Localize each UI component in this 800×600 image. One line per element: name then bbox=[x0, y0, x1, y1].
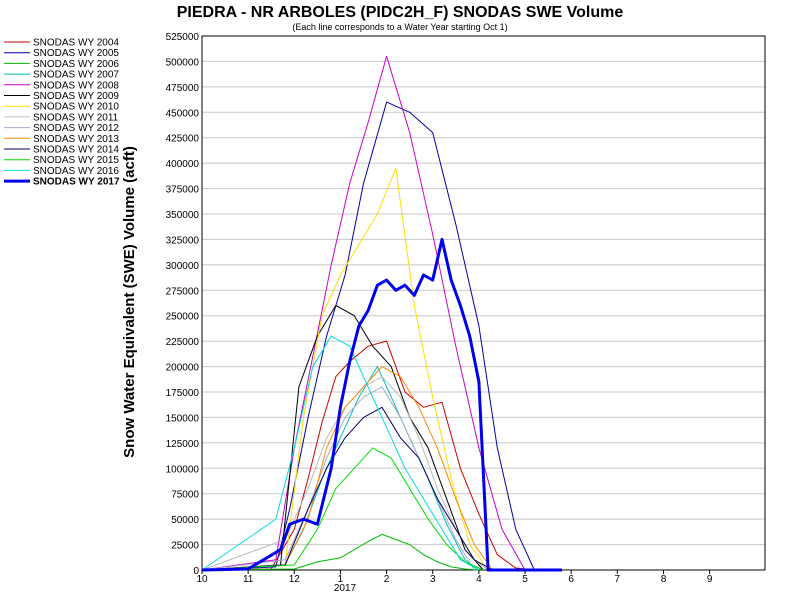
series-line-snodas-wy-2013 bbox=[201, 366, 494, 571]
x-tick-label: 4 bbox=[476, 574, 482, 585]
series-line-snodas-wy-2014 bbox=[201, 406, 493, 571]
x-tick-label: 6 bbox=[568, 574, 574, 585]
legend-label: SNODAS WY 2016 bbox=[33, 166, 119, 177]
y-tick-label: 50000 bbox=[171, 515, 199, 526]
y-tick-label: 75000 bbox=[171, 490, 199, 501]
y-tick-label: 175000 bbox=[166, 388, 200, 399]
y-tick-label: 425000 bbox=[166, 134, 200, 145]
x-tick-label: 3 bbox=[430, 574, 436, 585]
y-tick-label: 100000 bbox=[166, 464, 200, 475]
y-tick-label: 450000 bbox=[166, 108, 200, 119]
legend-label: SNODAS WY 2004 bbox=[33, 38, 119, 49]
series-line-snodas-wy-2015 bbox=[201, 447, 484, 571]
y-tick-label: 25000 bbox=[171, 541, 199, 552]
chart-title: PIEDRA - NR ARBOLES (PIDC2H_F) SNODAS SW… bbox=[177, 4, 624, 21]
x-tick-label: 1 bbox=[338, 574, 344, 585]
legend-label: SNODAS WY 2014 bbox=[33, 145, 119, 156]
x-tick-label: 12 bbox=[289, 574, 301, 585]
y-tick-label: 500000 bbox=[166, 57, 200, 68]
x-tick-label: 7 bbox=[615, 574, 621, 585]
y-tick-label: 400000 bbox=[166, 159, 200, 170]
legend-label: SNODAS WY 2015 bbox=[33, 155, 119, 166]
x-axis-year-label: 2017 bbox=[334, 583, 357, 594]
y-tick-label: 325000 bbox=[166, 235, 200, 246]
series-lines bbox=[201, 55, 562, 572]
legend-label: SNODAS WY 2007 bbox=[33, 70, 119, 81]
legend-label: SNODAS WY 2008 bbox=[33, 80, 119, 91]
x-axis-ticks: 10 11 12 1 2 3 4 5 6 7 8 9 bbox=[196, 570, 713, 585]
x-tick-label: 11 bbox=[243, 574, 254, 585]
legend-label: SNODAS WY 2011 bbox=[33, 112, 119, 123]
y-tick-label: 475000 bbox=[166, 83, 200, 94]
series-line-snodas-wy-2009 bbox=[201, 305, 484, 571]
chart-subtitle: (Each line corresponds to a Water Year s… bbox=[292, 22, 507, 32]
y-tick-label: 300000 bbox=[166, 261, 200, 272]
series-line-snodas-wy-2017 bbox=[201, 237, 562, 572]
y-tick-label: 350000 bbox=[166, 210, 200, 221]
legend-label: SNODAS WY 2006 bbox=[33, 59, 119, 70]
series-line-snodas-wy-2008 bbox=[201, 55, 526, 571]
legend-label: SNODAS WY 2013 bbox=[33, 134, 119, 145]
y-axis-label: Snow Water Equivalent (SWE) Volume (acft… bbox=[121, 146, 138, 458]
y-tick-label: 250000 bbox=[166, 312, 200, 323]
y-tick-label: 225000 bbox=[166, 337, 200, 348]
y-tick-label: 0 bbox=[193, 566, 199, 577]
series-line-snodas-wy-2010 bbox=[201, 167, 489, 571]
x-tick-label: 2 bbox=[384, 574, 390, 585]
y-tick-label: 525000 bbox=[166, 32, 200, 43]
y-tick-label: 150000 bbox=[166, 413, 200, 424]
legend-label: SNODAS WY 2012 bbox=[33, 123, 119, 134]
series-line-snodas-wy-2016 bbox=[201, 335, 480, 571]
y-axis-ticks: 0 25000 50000 75000 100000 125000 150000 175000… bbox=[166, 32, 200, 577]
x-tick-label: 9 bbox=[707, 574, 713, 585]
y-tick-label: 125000 bbox=[166, 439, 200, 450]
y-tick-label: 375000 bbox=[166, 185, 200, 196]
legend-label: SNODAS WY 2005 bbox=[33, 48, 119, 59]
y-tick-label: 200000 bbox=[166, 363, 200, 374]
y-tick-label: 275000 bbox=[166, 286, 200, 297]
legend-label: SNODAS WY 2017 bbox=[33, 177, 120, 188]
series-line-snodas-wy-2006 bbox=[201, 533, 479, 571]
legend-label: SNODAS WY 2010 bbox=[33, 102, 119, 113]
x-tick-label: 5 bbox=[522, 574, 528, 585]
legend-label: SNODAS WY 2009 bbox=[33, 91, 119, 102]
x-tick-label: 8 bbox=[661, 574, 667, 585]
x-tick-label: 10 bbox=[196, 574, 208, 585]
